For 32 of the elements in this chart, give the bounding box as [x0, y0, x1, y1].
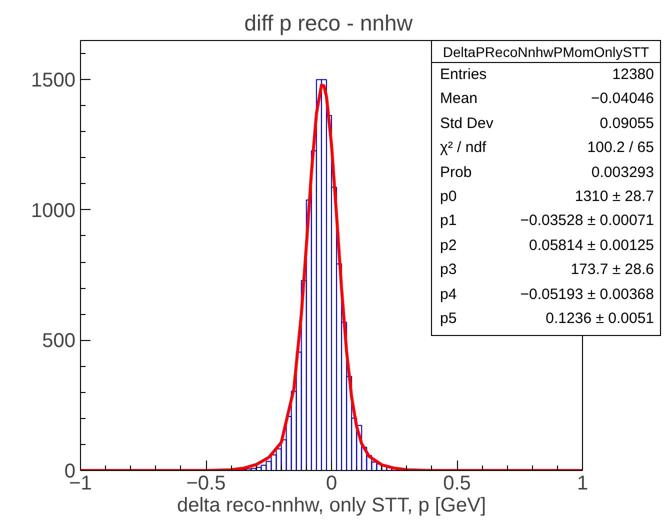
annotation: 1310 ± 28.7 — [574, 186, 654, 207]
text: 0.09055 — [600, 114, 654, 134]
annotation: p4 — [440, 284, 457, 305]
annotation: Prob — [440, 162, 472, 183]
annotation: χ² / ndf — [440, 138, 486, 158]
annotation: Std Dev — [440, 114, 494, 134]
x-axis-title: delta reco-nnhw, only STT, p [GeV] — [176, 494, 486, 516]
annotation: 173.7 ± 28.6 — [570, 260, 654, 280]
annotation: 0.1236 ± 0.0051 — [546, 308, 654, 329]
y-tick-label: 1500 — [31, 70, 76, 92]
annotation: p0 — [440, 186, 457, 207]
y-tick-label: 500 — [42, 330, 76, 352]
annotation: p5 — [440, 308, 457, 329]
text: 12380 — [612, 65, 654, 85]
annotation: 0.05814 ± 0.00125 — [528, 236, 654, 256]
text: 100.2 / 65 — [587, 138, 654, 158]
x-tick-label: 0.5 — [443, 472, 471, 494]
x-tick-label: 0 — [326, 472, 338, 494]
text: −0.04046 — [591, 89, 654, 110]
annotation: −0.05193 ± 0.00368 — [520, 284, 654, 305]
annotation: p3 — [440, 260, 457, 280]
annotation: −0.03528 ± 0.00071 — [520, 211, 654, 232]
x-tick-label: 1 — [576, 472, 588, 494]
annotation: p1 — [440, 211, 457, 232]
annotation: Entries — [440, 65, 487, 85]
annotation: Mean — [440, 89, 478, 110]
annotation: DeltaPRecoNnhwPMomOnlySTT — [432, 41, 660, 63]
text: 0.003293 — [591, 162, 654, 183]
annotation: p2 — [440, 236, 457, 256]
x-tick-label: −0.5 — [186, 472, 226, 494]
y-tick-label: 1000 — [31, 200, 76, 222]
chart-title: diff p reco - nnhw — [244, 10, 413, 36]
